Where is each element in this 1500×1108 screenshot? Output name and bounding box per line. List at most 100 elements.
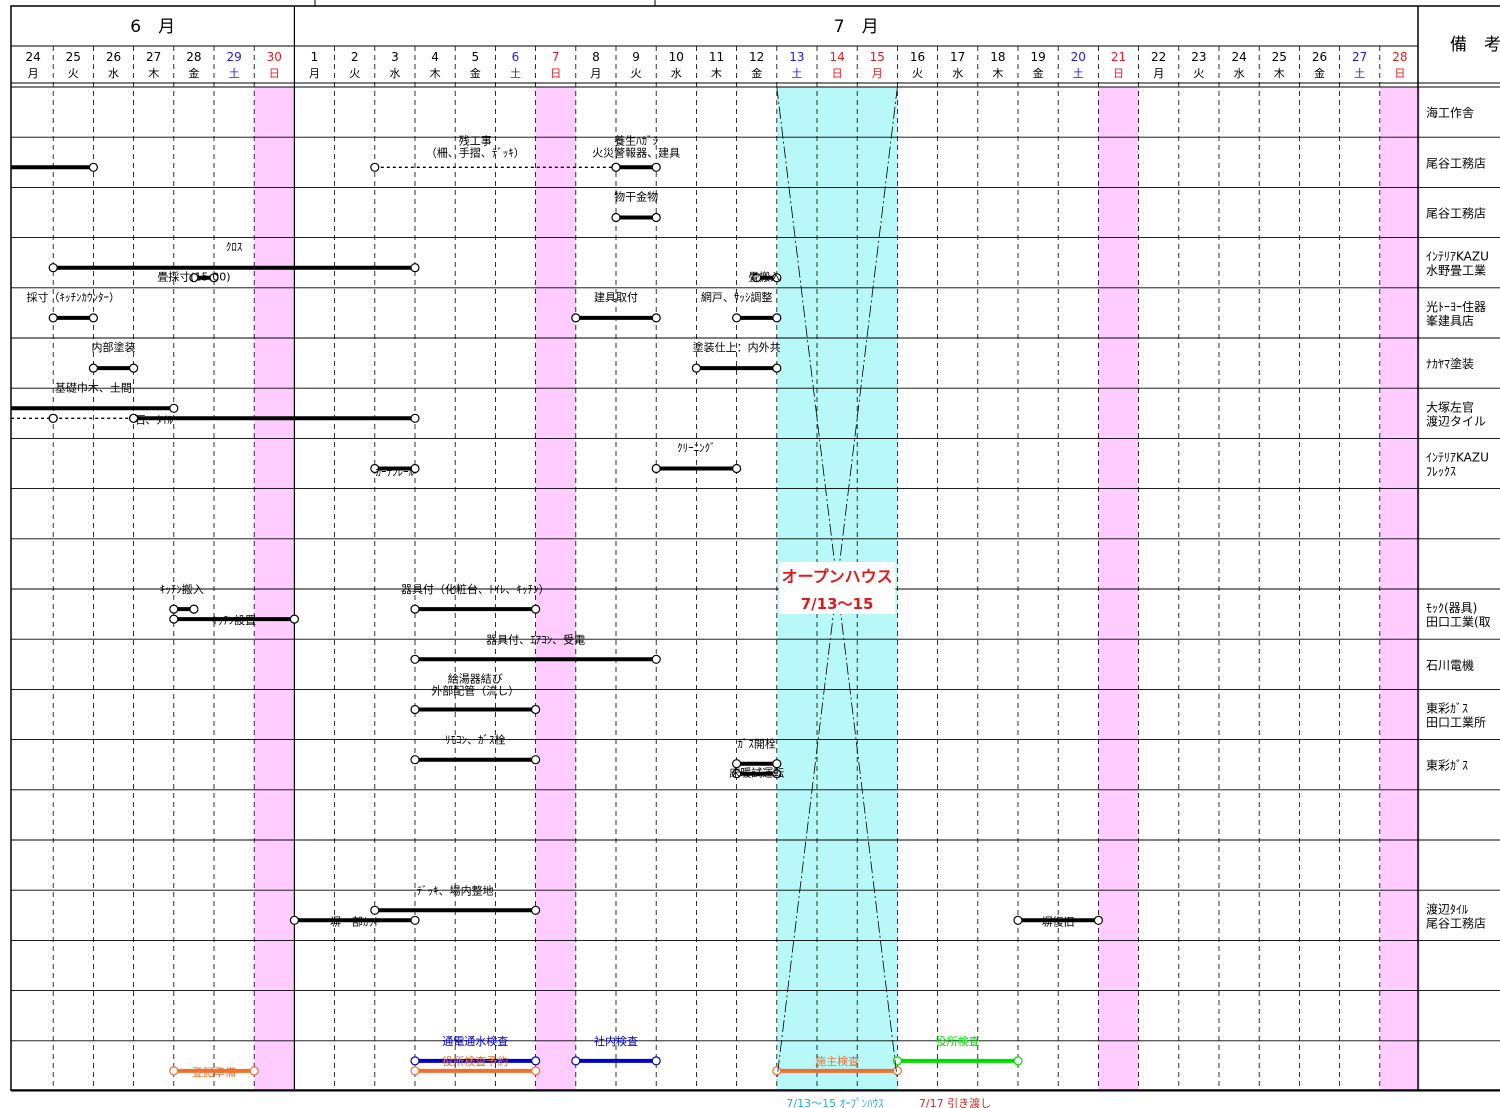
- task-start-marker: [410, 1056, 420, 1066]
- task-end-marker: [1093, 915, 1104, 925]
- task-label: 登記準備: [192, 1065, 236, 1079]
- day-number: 20: [1071, 50, 1086, 64]
- task-label: 器具付、ｴｱｺﾝ、受電: [486, 633, 585, 646]
- task-start-marker: [48, 413, 58, 423]
- task-end-marker: [129, 363, 139, 373]
- day-number: 9: [632, 50, 640, 64]
- weekday-label: 月: [1153, 67, 1164, 80]
- outer-frame: [10, 5, 1500, 1091]
- weekday-label: 木: [992, 67, 1003, 80]
- task-start-marker: [611, 162, 621, 172]
- weekday-label: 金: [751, 66, 762, 80]
- task-label: ｷｯﾁﾝ設置: [212, 613, 256, 627]
- day-number: 7: [552, 50, 560, 64]
- weekday-label: 木: [430, 67, 441, 80]
- task-end-marker: [772, 759, 782, 769]
- day-number: 14: [829, 50, 844, 64]
- remark-text: 光ﾄｰﾖｰ住器: [1426, 300, 1486, 314]
- task-label: 内部塗装: [92, 340, 136, 354]
- weekday-label: 日: [269, 67, 280, 80]
- task-label: 通電通水検査: [442, 1034, 508, 1048]
- task-label: 畳搬入: [748, 270, 781, 284]
- day-number: 18: [990, 50, 1005, 64]
- task-end-marker: [530, 1066, 541, 1076]
- task-label: ｸﾛｽ: [226, 241, 243, 254]
- task-label: 畳採寸(15:00): [157, 270, 230, 284]
- weekday-label: 土: [510, 67, 521, 80]
- day-number: 8: [592, 50, 600, 64]
- day-number: 25: [1272, 50, 1287, 64]
- task-label: 施主検査: [815, 1054, 859, 1068]
- task-end-marker: [1013, 1056, 1023, 1066]
- day-number: 17: [950, 50, 965, 64]
- remark-text: 水野畳工業: [1426, 264, 1486, 278]
- task-label: 塀一部ｶｯﾄ: [330, 914, 380, 928]
- open-house-dates: 7/13～15: [801, 595, 874, 613]
- task-start-marker: [410, 654, 420, 664]
- open-house-title-box: [778, 562, 896, 614]
- day-number: 24: [1231, 50, 1246, 64]
- weekday-label: 火: [349, 67, 360, 80]
- task-start-marker: [169, 604, 179, 614]
- task-start-marker: [571, 313, 581, 323]
- day-number: 30: [267, 50, 282, 64]
- remark-text: 大塚左官: [1426, 399, 1474, 414]
- weekday-label: 木: [1274, 67, 1285, 80]
- weekday-label: 水: [389, 67, 400, 80]
- footer-note: 7/13～15 ｵｰﾌﾟﾝﾊｳｽ: [786, 1097, 884, 1108]
- weekday-label: 金: [188, 66, 199, 80]
- task-end-marker: [88, 162, 99, 172]
- weekday-label: 木: [148, 67, 159, 80]
- open-house-overlay: オープンハウス 7/13～15 7/13～15 ｵｰﾌﾟﾝﾊｳｽ 7/17 引き渡し: [776, 86, 991, 1108]
- task-start-marker: [88, 363, 99, 373]
- task-start-marker: [892, 1056, 903, 1066]
- task-start-marker: [772, 1066, 782, 1076]
- weekday-label: 日: [550, 67, 561, 80]
- task-start-marker: [410, 604, 420, 614]
- task-label: 網戸、ｻｯｼ調整: [701, 290, 773, 304]
- day-number: 6: [512, 50, 520, 64]
- weekday-label: 水: [952, 67, 963, 80]
- sunday-column: [1098, 87, 1139, 1090]
- day-number: 27: [146, 50, 161, 64]
- task-label: 塀復旧: [1042, 915, 1075, 928]
- day-number: 27: [1352, 50, 1367, 64]
- task-end-marker: [530, 1056, 541, 1066]
- task-end-marker: [651, 212, 661, 223]
- task-end-marker: [772, 273, 782, 283]
- sunday-column: [254, 87, 295, 1090]
- task-label: 建具取付: [594, 290, 638, 304]
- footer-note: 7/17 引き渡し: [919, 1096, 991, 1108]
- task-label: 器具付（化粧台、ﾄｲﾚ、ｷｯﾁﾝ）: [401, 582, 550, 596]
- task-start-marker: [691, 363, 702, 373]
- task-start-marker: [410, 755, 420, 765]
- weekday-label: 金: [470, 66, 481, 80]
- task-bars: [11, 162, 1104, 1076]
- grid-lines: [10, 0, 1500, 1092]
- task-start-marker: [410, 1066, 420, 1076]
- sunday-column: [1379, 87, 1420, 1090]
- task-label: ｷｯﾁﾝ搬入: [160, 582, 204, 596]
- task-end-marker: [189, 604, 199, 614]
- remark-text: ｲﾝﾃﾘｱKAZU: [1426, 451, 1489, 465]
- weekday-label: 水: [108, 67, 119, 80]
- task-label: （柵、手摺、ﾃﾞｯｷ）: [426, 145, 525, 159]
- task-start-marker: [752, 273, 762, 283]
- remark-text: ﾌﾚｯｸｽ: [1426, 465, 1456, 479]
- task-end-marker: [772, 313, 782, 323]
- weekday-label: 土: [791, 67, 802, 80]
- task-start-marker: [129, 413, 139, 423]
- day-number: 13: [789, 50, 804, 64]
- task-start-marker: [1013, 915, 1023, 925]
- weekday-label: 火: [912, 67, 923, 80]
- day-number: 25: [66, 50, 81, 64]
- day-number: 1: [311, 50, 319, 64]
- weekday-label: 金: [1033, 66, 1044, 80]
- sunday-column: [535, 87, 576, 1090]
- remark-text: 渡辺タイル: [1426, 413, 1486, 428]
- day-number: 19: [1030, 50, 1045, 64]
- task-label: 採寸（ｷｯﾁﾝｶｳﾝﾀｰ）: [27, 290, 121, 304]
